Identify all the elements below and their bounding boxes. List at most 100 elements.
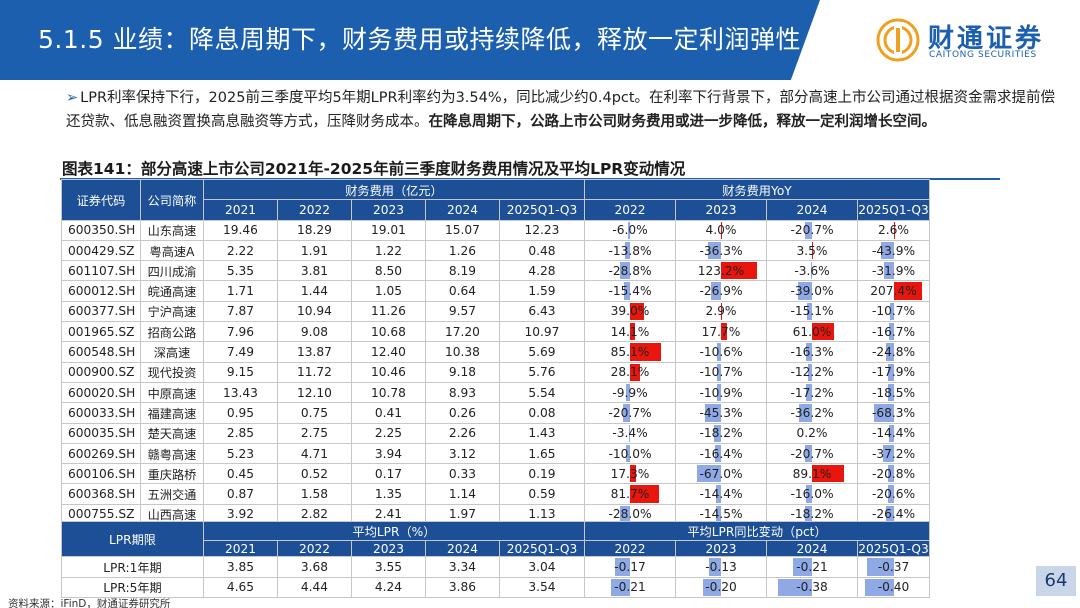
yoy-value: -0.40 xyxy=(877,580,910,595)
yoy-cell: -0.37 xyxy=(857,556,930,578)
yoy-value: 28.1% xyxy=(610,365,650,380)
expense-value: 10.38 xyxy=(425,341,500,363)
lpr-avg-value: 3.55 xyxy=(351,556,426,578)
header-lpr-term: LPR期限 xyxy=(61,521,204,557)
yoy-cell: -6.0% xyxy=(584,219,676,241)
expense-value: 2.26 xyxy=(425,422,500,444)
expense-value: 10.68 xyxy=(351,321,426,343)
expense-value: 11.26 xyxy=(351,300,426,323)
header-expense-year: 2022 xyxy=(277,199,352,221)
table-row: 001965.SZ 招商公路 7.96 9.08 10.68 17.20 10.97 14.1… xyxy=(61,321,930,343)
header-name: 公司简称 xyxy=(140,179,204,221)
yoy-value: 2.9% xyxy=(705,304,737,319)
yoy-value: -31.9% xyxy=(871,263,916,278)
negative-bar xyxy=(888,323,894,341)
company-name: 楚天高速 xyxy=(140,422,204,444)
yoy-cell: -36.3% xyxy=(675,239,767,262)
table-row: 600269.SH 赣粤高速 5.23 4.71 3.94 3.12 1.65 -10.0% -… xyxy=(61,442,930,465)
negative-bar xyxy=(707,241,721,260)
yoy-value: -0.13 xyxy=(705,559,737,574)
yoy-value: 207.4% xyxy=(870,284,917,299)
security-code: 600350.SH xyxy=(61,219,141,241)
yoy-value: -14.4% xyxy=(871,426,916,441)
expense-value: 12.10 xyxy=(277,381,352,404)
negative-bar xyxy=(884,262,894,280)
expense-value: 0.17 xyxy=(351,463,426,485)
yoy-value: -16.4% xyxy=(699,446,743,461)
negative-bar xyxy=(777,578,812,596)
yoy-cell: 39.0% xyxy=(584,300,676,323)
positive-bar xyxy=(721,323,728,341)
negative-bar xyxy=(888,363,894,381)
security-code: 600106.SH xyxy=(61,463,141,485)
company-name: 粤高速A xyxy=(140,239,204,262)
yoy-value: -20.6% xyxy=(871,487,916,502)
yoy-cell: -24.8% xyxy=(857,341,930,363)
expense-value: 4.28 xyxy=(499,260,585,282)
expense-value: 1.13 xyxy=(499,503,585,526)
expense-value: 0.41 xyxy=(351,402,426,424)
negative-bar xyxy=(810,262,812,280)
negative-bar xyxy=(867,558,894,576)
table-row: 000900.SZ 现代投资 9.15 11.72 10.46 9.18 5.76 28.1%… xyxy=(61,361,930,383)
negative-bar xyxy=(717,343,721,361)
yoy-cell: -26.9% xyxy=(675,280,767,302)
yoy-value: 17.3% xyxy=(610,466,650,481)
header-yoy-group: 财务费用YoY xyxy=(584,178,930,201)
expense-table: 证券代码 公司简称 财务费用（亿元） 财务费用YoY 2021 2022 2023 2… xyxy=(61,178,930,526)
company-name: 招商公路 xyxy=(140,321,204,343)
negative-bar xyxy=(715,505,721,524)
security-code: 600377.SH xyxy=(61,300,141,323)
yoy-value: -15.1% xyxy=(790,304,834,319)
table-row: 600106.SH 重庆路桥 0.45 0.52 0.17 0.33 0.19 17.3% -6… xyxy=(61,463,930,485)
negative-bar xyxy=(806,485,812,503)
yoy-cell: -0.13 xyxy=(675,556,767,578)
positive-bar xyxy=(721,262,757,280)
company-name: 皖通高速 xyxy=(140,280,204,302)
lpr-table: LPR期限 平均LPR（%） 平均LPR同比变动（pct） 2021 2022 20… xyxy=(61,521,930,598)
expense-value: 1.59 xyxy=(499,280,585,302)
yoy-cell: -31.9% xyxy=(857,260,930,282)
security-code: 601107.SH xyxy=(61,260,141,282)
header-lpr-change-year: 2023 xyxy=(675,540,767,557)
header-lpr-avg-year: 2021 xyxy=(203,540,278,557)
yoy-value: -43.9% xyxy=(871,243,916,258)
negative-bar xyxy=(622,404,630,422)
yoy-value: -6.0% xyxy=(612,223,648,238)
expense-value: 1.14 xyxy=(425,483,500,505)
expense-value: 8.19 xyxy=(425,260,500,282)
negative-bar xyxy=(886,343,894,361)
expense-value: 3.12 xyxy=(425,442,500,465)
expense-value: 3.81 xyxy=(277,260,352,282)
lpr-avg-value: 3.86 xyxy=(425,576,500,598)
logo-name-en: CAITONG SECURITIES xyxy=(929,50,1037,60)
table-row: 600350.SH 山东高速 19.46 18.29 19.01 15.07 12.23 -6… xyxy=(61,219,930,241)
negative-bar xyxy=(804,221,812,239)
positive-bar xyxy=(630,302,645,321)
company-name: 福建高速 xyxy=(140,402,204,424)
table-row: 600377.SH 宁沪高速 7.87 10.94 11.26 9.57 6.43 39.0%… xyxy=(61,300,930,323)
security-code: 600269.SH xyxy=(61,442,141,465)
yoy-value: -68.3% xyxy=(871,405,916,420)
table-row: 600020.SH 中原高速 13.43 12.10 10.78 8.93 5.54 -9.9… xyxy=(61,381,930,404)
positive-bar xyxy=(812,323,834,341)
yoy-value: -26.9% xyxy=(699,284,743,299)
expense-value: 2.25 xyxy=(351,422,426,444)
negative-bar xyxy=(797,282,812,300)
expense-value: 2.22 xyxy=(203,239,278,262)
expense-value: 3.92 xyxy=(203,503,278,526)
header-lpr-change-group: 平均LPR同比变动（pct） xyxy=(584,521,930,541)
yoy-cell: -18.2% xyxy=(675,422,767,444)
negative-bar xyxy=(709,558,721,576)
yoy-cell: 85.1% xyxy=(584,341,676,363)
expense-value: 0.59 xyxy=(499,483,585,505)
bullet-text-bold: 在降息周期下，公路上市公司财务费用或进一步降低，释放一定利润增长空间。 xyxy=(428,114,937,130)
company-name: 四川成渝 xyxy=(140,260,204,282)
yoy-cell: 14.1% xyxy=(584,321,676,343)
company-name: 现代投资 xyxy=(140,361,204,383)
expense-value: 8.50 xyxy=(351,260,426,282)
yoy-value: 123.2% xyxy=(697,263,745,278)
yoy-value: -18.2% xyxy=(699,426,743,441)
yoy-cell: 89.1% xyxy=(766,463,858,485)
yoy-value: 2.6% xyxy=(878,223,909,238)
